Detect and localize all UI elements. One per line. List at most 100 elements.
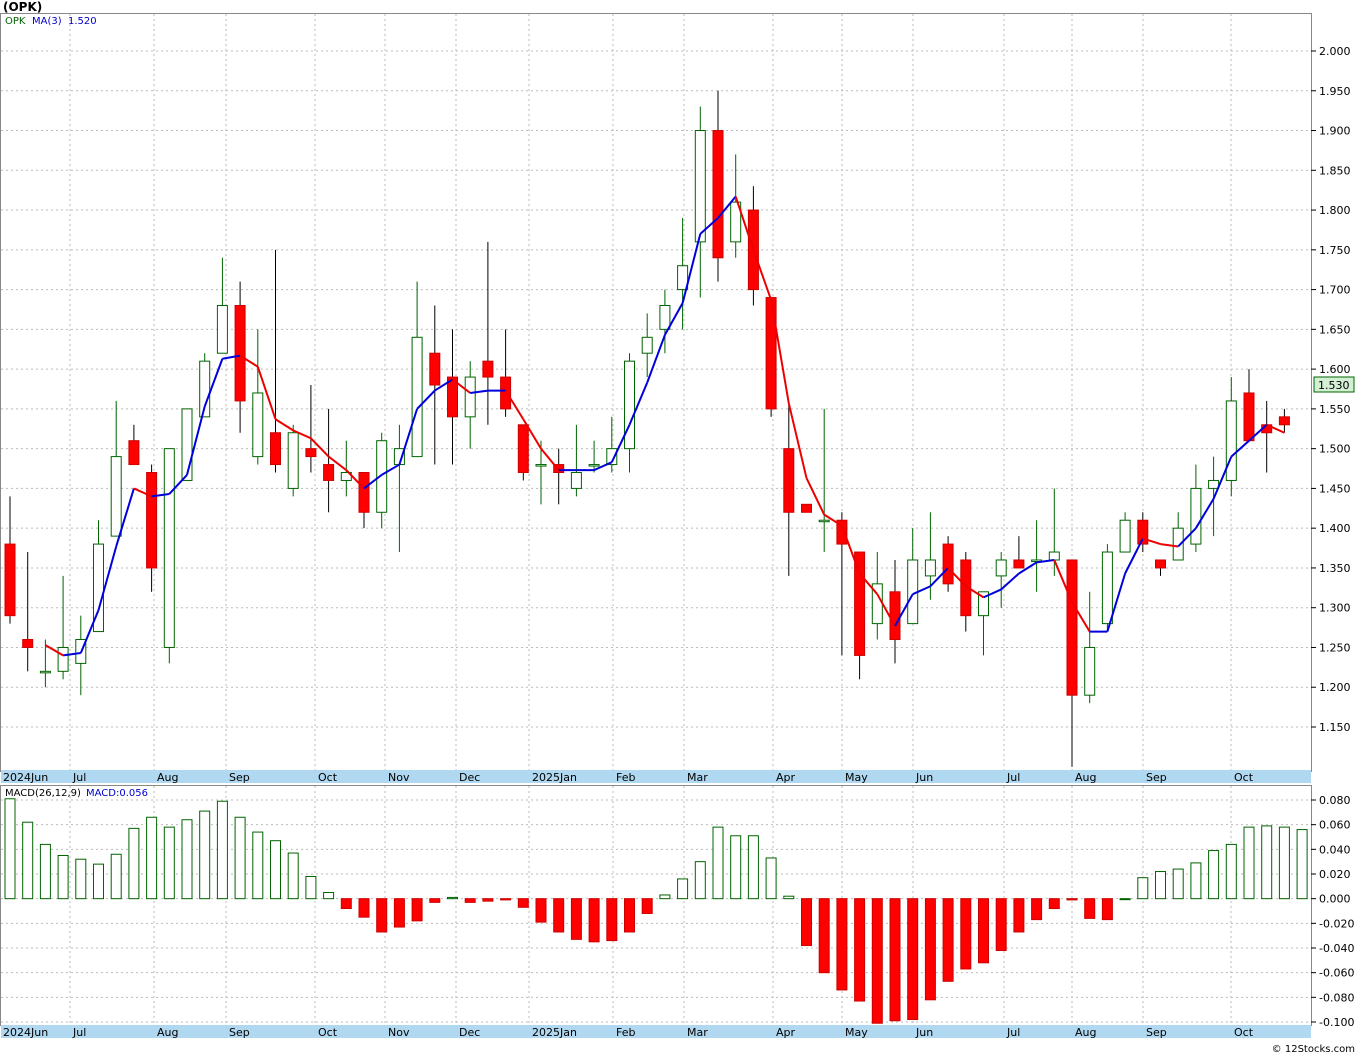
candle-body [234, 304, 246, 402]
ma-segment [664, 302, 684, 336]
ma-segment [416, 389, 436, 410]
macd-bar [801, 898, 812, 947]
month-label: Apr [776, 771, 796, 784]
candle-body [694, 130, 706, 243]
macd-bar [1101, 898, 1113, 921]
ma-segment [168, 474, 188, 495]
candle-body [1208, 479, 1220, 489]
price-time-axis: 2024Jun Jul Aug Sep Oct Nov Dec 2025Jan Feb Mar Ap… [3, 771, 1254, 784]
ma-segment [310, 437, 330, 458]
macd-grid [1, 786, 1311, 1025]
ma-segment [1248, 424, 1268, 442]
macd-bar [606, 898, 618, 942]
month-label: Nov [388, 771, 410, 784]
candle-body [836, 519, 848, 545]
macd-bar [323, 892, 335, 900]
macd-tick-label: 0.080 [1319, 794, 1351, 807]
macd-bar [836, 898, 848, 991]
macd-legend-label: MACD(26,12,9) [5, 788, 81, 799]
macd-bar [1066, 898, 1078, 901]
ma-segment [1230, 439, 1250, 458]
ma-segment [133, 487, 153, 498]
ma-segment [805, 477, 826, 516]
ma-segment [734, 196, 755, 251]
candle-body [482, 360, 494, 378]
month-label: Oct [1234, 771, 1254, 784]
last-price-label: 1.530 [1318, 379, 1350, 392]
month-label: Oct [1234, 1026, 1254, 1039]
ma-segment [1106, 573, 1127, 632]
price-axis: 2.000 1.950 1.900 1.850 1.800 1.750 1.700 1.650… [1311, 45, 1351, 734]
macd-bar [4, 798, 16, 900]
ma-segment [381, 463, 400, 476]
candle-body [1048, 551, 1060, 561]
ma-segment [646, 334, 666, 383]
macd-bar [818, 898, 830, 974]
ma-segment [274, 418, 294, 432]
ma-segment [823, 513, 843, 527]
ma-segment [1000, 572, 1020, 591]
last-price-box [1313, 376, 1355, 393]
ma-segment [983, 588, 1002, 599]
macd-bar [358, 898, 370, 918]
ma-segment [1071, 601, 1091, 633]
ma-segment [451, 378, 471, 394]
month-label: Feb [616, 771, 635, 784]
candle-body [110, 456, 122, 537]
month-label: Jul [1006, 771, 1020, 784]
candle-body [659, 304, 671, 330]
ma-segment [699, 217, 719, 235]
ma-segment [965, 585, 985, 599]
month-label: 2025Jan [532, 771, 577, 784]
macd-bar [287, 852, 299, 900]
macd-bar [163, 826, 175, 900]
month-label: Sep [229, 771, 250, 784]
macd-tick-label: 0.020 [1319, 868, 1351, 881]
candle-body [942, 543, 954, 585]
candle-body [588, 464, 600, 467]
candle-body [270, 432, 281, 466]
ma-segment [345, 469, 365, 490]
macd-bar [1190, 862, 1202, 900]
macd-bar [39, 843, 51, 900]
copyright: © 12Stocks.com [1272, 1044, 1355, 1055]
price-tick-label: 1.800 [1319, 204, 1351, 217]
candle-body [624, 360, 635, 450]
ma-segment [1053, 559, 1073, 603]
month-label: Sep [1146, 771, 1167, 784]
price-tick-label: 1.450 [1319, 482, 1351, 495]
macd-bar [783, 895, 795, 900]
candle-body [1066, 559, 1078, 696]
macd-axis: 0.080 0.060 0.040 0.020 0.000 -0.020 -0.040 -0.… [1311, 794, 1354, 1029]
ma-segment [593, 461, 613, 472]
month-label: Mar [687, 1026, 708, 1039]
ma-segment [97, 546, 118, 611]
macd-tick-label: -0.060 [1319, 967, 1354, 980]
macd-bar [199, 810, 211, 900]
candle-body [1101, 551, 1113, 625]
price-tick-label: 1.500 [1319, 443, 1351, 456]
macd-legend-value: MACD:0.056 [86, 788, 148, 799]
ma-segment [1177, 527, 1197, 548]
candle-body [252, 392, 264, 458]
candle-body [146, 472, 158, 569]
macd-tick-label: -0.080 [1319, 991, 1354, 1004]
macd-bar [1296, 829, 1308, 900]
macd-bar [1048, 898, 1060, 910]
macd-bar [305, 875, 317, 900]
macd-bar [93, 863, 104, 900]
price-tick-label: 1.250 [1319, 641, 1351, 654]
macd-bar [1119, 898, 1131, 901]
ma-segment [363, 474, 383, 490]
candle-body [464, 376, 476, 418]
ma-segment [327, 455, 347, 471]
candle-body [1137, 519, 1149, 545]
macd-bar [978, 898, 989, 964]
candle-body [765, 297, 777, 410]
candle-body [93, 543, 104, 633]
price-panel-frame [0, 13, 1312, 772]
month-label: Aug [157, 1026, 178, 1039]
macd-bar [270, 840, 281, 900]
macd-bar [624, 898, 635, 933]
macd-tick-label: 0.040 [1319, 843, 1351, 856]
